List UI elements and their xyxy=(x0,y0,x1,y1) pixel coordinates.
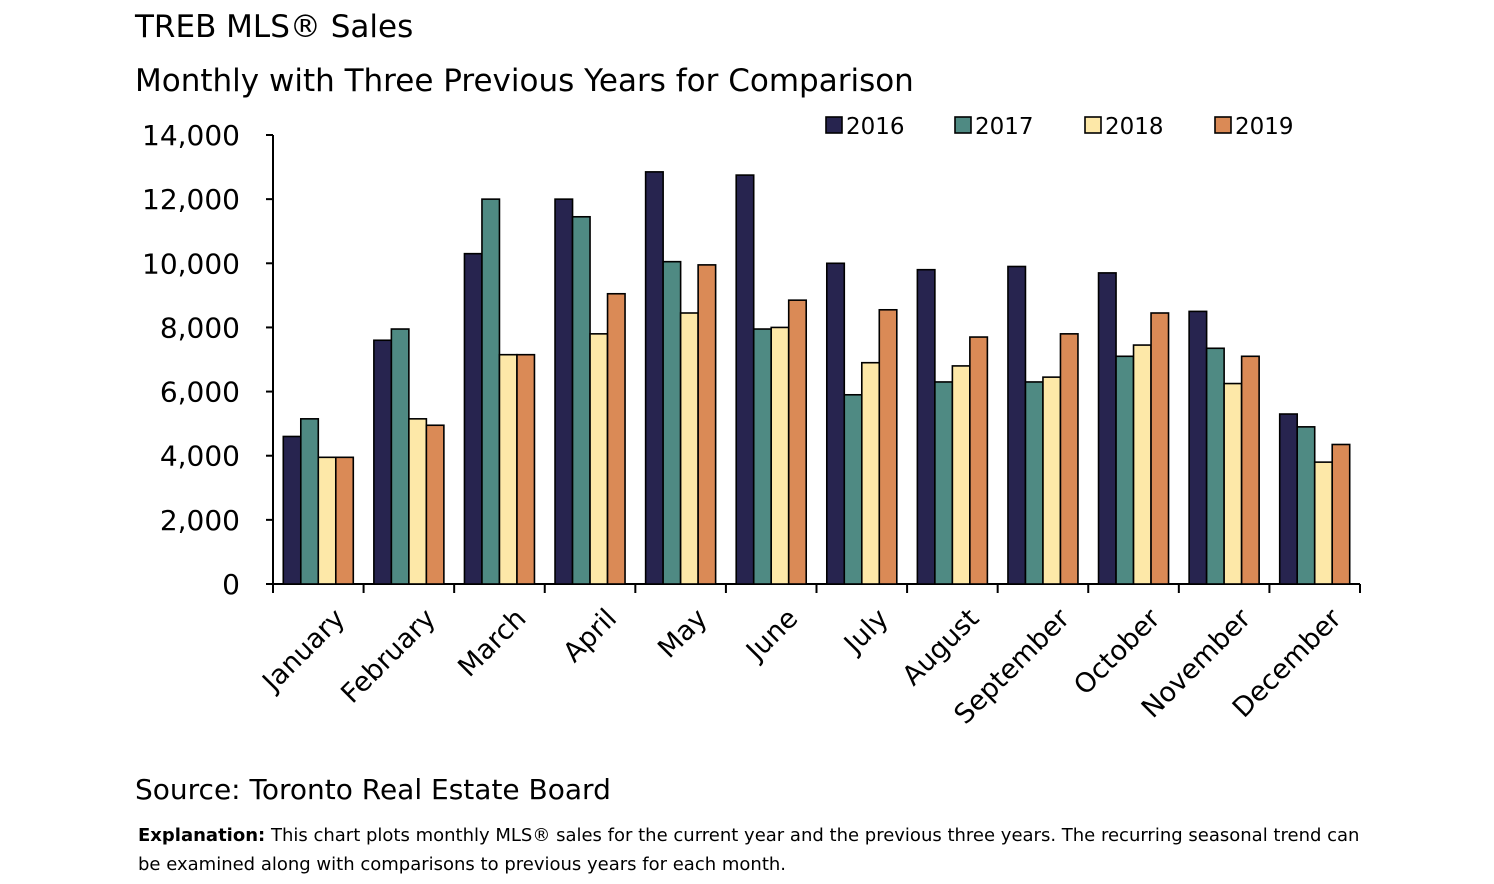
bars xyxy=(282,171,1351,585)
bar-february-2017 xyxy=(390,328,410,585)
bar-august-2017 xyxy=(934,381,954,585)
bar-august-2016 xyxy=(916,268,936,585)
legend-label-2017: 2017 xyxy=(975,114,1034,140)
legend-label-2018: 2018 xyxy=(1105,114,1164,140)
bar-november-2016 xyxy=(1188,310,1208,585)
bar-september-2017 xyxy=(1024,381,1044,585)
chart-title: TREB MLS® Sales xyxy=(135,9,414,45)
x-tick-label-august: August xyxy=(897,603,986,692)
y-tick-label: 2,000 xyxy=(160,504,240,537)
bar-july-2019 xyxy=(878,308,898,585)
explanation-label: Explanation: xyxy=(138,825,266,846)
y-tick-label: 4,000 xyxy=(160,440,240,473)
bar-december-2018 xyxy=(1313,461,1334,585)
x-tick-label-january: January xyxy=(256,603,352,699)
bar-november-2019 xyxy=(1240,355,1260,585)
x-tick-label-april: April xyxy=(557,603,623,669)
x-tick-label-may: May xyxy=(652,603,713,664)
bar-june-2019 xyxy=(787,299,808,585)
bar-september-2018 xyxy=(1042,376,1062,585)
y-tick-label: 8,000 xyxy=(160,311,240,344)
bar-july-2016 xyxy=(825,262,846,585)
bar-december-2019 xyxy=(1331,443,1351,585)
bar-december-2017 xyxy=(1296,426,1316,585)
bar-january-2016 xyxy=(282,435,302,585)
bar-may-2016 xyxy=(644,171,664,585)
y-tick-label: 0 xyxy=(222,568,240,601)
x-tick-label-june: June xyxy=(739,603,804,668)
bar-may-2017 xyxy=(662,260,682,585)
y-axis: 0 2,000 4,000 6,000 8,000 10,000 12,000 14,000 xyxy=(142,119,274,601)
bar-march-2017 xyxy=(481,198,501,585)
bar-october-2018 xyxy=(1132,344,1152,585)
explanation-note: Explanation: This chart plots monthly ML… xyxy=(138,821,1378,879)
y-tick-label: 14,000 xyxy=(142,119,240,152)
bar-january-2019 xyxy=(334,456,355,585)
chart-subtitle: Monthly with Three Previous Years for Co… xyxy=(135,63,914,99)
bar-january-2017 xyxy=(299,418,320,585)
bar-june-2016 xyxy=(735,174,755,585)
bar-december-2016 xyxy=(1278,413,1299,585)
bar-july-2018 xyxy=(860,361,881,585)
source-note: Source: Toronto Real Estate Board xyxy=(135,773,611,806)
bar-september-2019 xyxy=(1059,333,1079,585)
legend: 2016 2017 2018 2019 xyxy=(825,114,1294,140)
explanation-text: This chart plots monthly MLS® sales for … xyxy=(138,825,1360,875)
bar-august-2019 xyxy=(969,336,989,585)
bar-january-2018 xyxy=(317,456,337,585)
bar-february-2018 xyxy=(408,418,428,585)
legend-swatch-2016 xyxy=(825,116,843,134)
bar-chart: 02,0004,0006,0008,00010,00012,00014,000 … xyxy=(142,114,1361,730)
legend-swatch-2019 xyxy=(1214,116,1232,134)
bar-april-2019 xyxy=(606,292,626,585)
y-tick-label: 6,000 xyxy=(160,376,240,409)
bar-october-2017 xyxy=(1115,355,1135,585)
legend-swatch-2017 xyxy=(954,116,972,134)
bar-october-2016 xyxy=(1097,272,1117,585)
bar-april-2016 xyxy=(554,198,574,585)
y-tick-label: 12,000 xyxy=(142,183,240,216)
bar-march-2016 xyxy=(463,252,483,585)
legend-label-2016: 2016 xyxy=(846,114,905,140)
legend-label-2019: 2019 xyxy=(1235,114,1294,140)
bar-may-2019 xyxy=(697,264,717,585)
bar-november-2017 xyxy=(1205,347,1225,585)
x-tick-label-february: February xyxy=(335,603,442,710)
bar-april-2018 xyxy=(589,333,609,585)
bar-november-2018 xyxy=(1223,382,1243,585)
bar-september-2016 xyxy=(1007,265,1027,585)
x-tick-label-march: March xyxy=(452,603,532,683)
bar-march-2019 xyxy=(516,353,536,585)
bar-february-2019 xyxy=(425,424,445,585)
bar-february-2016 xyxy=(373,339,393,585)
bar-march-2018 xyxy=(498,353,518,585)
x-tick-label-july: July xyxy=(837,603,895,661)
bar-july-2017 xyxy=(843,393,863,585)
bar-june-2018 xyxy=(770,326,790,585)
bar-april-2017 xyxy=(571,215,591,585)
bar-may-2018 xyxy=(679,312,699,585)
bar-october-2019 xyxy=(1150,312,1170,585)
bar-august-2018 xyxy=(951,365,971,585)
legend-swatch-2018 xyxy=(1084,116,1102,134)
bar-june-2017 xyxy=(752,328,773,585)
y-tick-label: 10,000 xyxy=(142,247,240,280)
